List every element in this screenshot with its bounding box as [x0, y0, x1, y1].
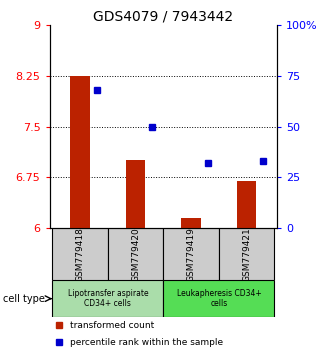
Text: Leukapheresis CD34+
cells: Leukapheresis CD34+ cells [177, 289, 261, 308]
Title: GDS4079 / 7943442: GDS4079 / 7943442 [93, 10, 233, 24]
Text: transformed count: transformed count [70, 321, 154, 330]
Bar [52, 280, 163, 317]
Text: GSM779421: GSM779421 [242, 227, 251, 282]
Text: Lipotransfer aspirate
CD34+ cells: Lipotransfer aspirate CD34+ cells [68, 289, 148, 308]
Text: percentile rank within the sample: percentile rank within the sample [70, 338, 223, 347]
Text: GSM779419: GSM779419 [187, 227, 196, 282]
Bar [70, 76, 90, 228]
Text: GSM779420: GSM779420 [131, 227, 140, 282]
Text: cell type: cell type [3, 294, 45, 304]
Bar [237, 181, 256, 228]
Bar [163, 280, 275, 317]
Bar [52, 228, 108, 280]
Bar [163, 228, 219, 280]
Bar [182, 218, 201, 228]
Bar [219, 228, 275, 280]
Bar [126, 160, 145, 228]
Bar [108, 228, 163, 280]
Text: GSM779418: GSM779418 [76, 227, 84, 282]
